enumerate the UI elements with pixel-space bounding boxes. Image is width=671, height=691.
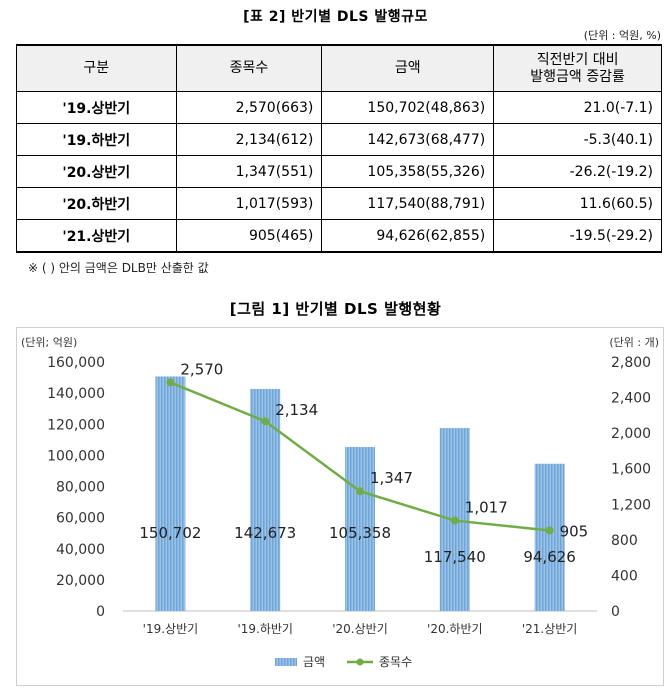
line-data-label: 1,347 (370, 469, 413, 487)
line-point-count (545, 526, 554, 535)
x-tick-label: '20.상반기 (332, 622, 388, 636)
row-period: '19.하반기 (16, 123, 177, 156)
table-row: '20.하반기 1,017(593) 117,540(88,791) 11.6(… (16, 187, 662, 220)
row-amount: 105,358(55,326) (321, 155, 495, 188)
row-count: 1,347(551) (175, 155, 323, 188)
table-row: '19.하반기 2,134(612) 142,673(68,477) -5.3(… (16, 123, 662, 156)
right-tick-label: 800 (611, 533, 638, 549)
left-tick-label: 40,000 (56, 542, 105, 558)
row-period: '20.하반기 (16, 187, 177, 220)
bar-data-label: 94,626 (523, 548, 576, 566)
left-axis-unit: (단위; 억원) (21, 336, 77, 349)
bar-data-label: 150,702 (139, 524, 201, 542)
dls-issuance-table: 구분 종목수 금액 직전반기 대비 발행금액 증감률 '19.상반기 2,570… (16, 44, 662, 253)
header-amount: 금액 (321, 44, 495, 92)
right-tick-label: 400 (611, 568, 638, 584)
left-tick-label: 0 (96, 604, 105, 620)
table-title: [표 2] 반기별 DLS 발행규모 (243, 9, 428, 25)
table-row: '21.상반기 905(465) 94,626(62,855) -19.5(-2… (16, 219, 662, 253)
bar-amount (155, 376, 186, 611)
header-change: 직전반기 대비 발행금액 증감률 (493, 44, 662, 92)
row-period: '20.상반기 (16, 155, 177, 188)
left-tick-label: 60,000 (56, 511, 105, 527)
x-tick-label: '21.상반기 (522, 622, 578, 636)
left-tick-label: 140,000 (47, 386, 105, 402)
table-row: '19.상반기 2,570(663) 150,702(48,863) 21.0(… (16, 91, 662, 124)
row-amount: 117,540(88,791) (321, 187, 495, 220)
legend-marker-count (356, 658, 364, 666)
left-tick-label: 100,000 (47, 448, 105, 464)
line-data-label: 905 (560, 523, 589, 541)
row-count: 2,134(612) (175, 123, 323, 156)
bar-data-label: 117,540 (424, 548, 486, 566)
chart-title: [그림 1] 반기별 DLS 발행현황 (229, 300, 442, 318)
line-point-count (450, 516, 459, 525)
right-tick-label: 2,800 (611, 355, 651, 371)
x-tick-label: '19.상반기 (143, 622, 199, 636)
line-data-label: 1,017 (465, 499, 508, 517)
bar-amount (250, 388, 281, 611)
row-count: 905(465) (175, 219, 323, 253)
right-tick-label: 2,400 (611, 391, 651, 407)
right-tick-label: 0 (611, 604, 620, 620)
row-count: 1,017(593) (175, 187, 323, 220)
line-point-count (356, 487, 364, 496)
left-tick-label: 160,000 (47, 355, 105, 371)
header-change-line2: 발행금액 증감률 (530, 68, 625, 85)
row-amount: 142,673(68,477) (321, 123, 495, 156)
row-period: '19.상반기 (16, 91, 177, 124)
table-unit: (단위 : 억원, %) (583, 29, 661, 42)
table-header-row: 구분 종목수 금액 직전반기 대비 발행금액 증감률 (16, 44, 662, 92)
left-tick-label: 80,000 (56, 480, 105, 496)
row-amount: 150,702(48,863) (321, 91, 495, 124)
x-tick-label: '20.하반기 (427, 622, 483, 636)
left-tick-label: 20,000 (56, 573, 105, 589)
header-count: 종목수 (175, 44, 323, 92)
dls-issuance-chart: (단위; 억원) (단위 : 개) 0 20,000 40,000 60,000 80,00… (21, 336, 659, 669)
bar-data-label: 105,358 (329, 524, 391, 542)
legend-label-amount: 금액 (303, 655, 325, 669)
table-note: ※ ( ) 안의 금액은 DLB만 산출한 값 (28, 261, 209, 275)
row-amount: 94,626(62,855) (321, 219, 495, 253)
row-count: 2,570(663) (175, 91, 323, 124)
chart-frame: (단위; 억원) (단위 : 개) 0 20,000 40,000 60,000 80,00… (16, 327, 664, 686)
bar-amount (345, 447, 375, 611)
bar-amount (534, 463, 565, 611)
header-category: 구분 (16, 44, 177, 92)
row-change: 11.6(60.5) (493, 187, 662, 220)
line-data-label: 2,570 (180, 360, 223, 378)
right-tick-label: 1,200 (611, 497, 651, 513)
row-period: '21.상반기 (16, 219, 177, 253)
line-data-label: 2,134 (275, 401, 318, 419)
x-tick-label: '19.하반기 (237, 622, 293, 636)
row-change: -5.3(40.1) (493, 123, 662, 156)
legend-swatch-amount (275, 658, 297, 666)
table-row: '20.상반기 1,347(551) 105,358(55,326) -26.2… (16, 155, 662, 188)
row-change: -19.5(-29.2) (493, 219, 662, 253)
right-tick-label: 2,000 (611, 426, 651, 442)
legend-label-count: 종목수 (379, 655, 412, 669)
right-axis-unit: (단위 : 개) (609, 336, 659, 349)
line-point-count (166, 378, 175, 387)
row-change: 21.0(-7.1) (493, 91, 662, 124)
bar-data-label: 142,673 (234, 524, 296, 542)
right-tick-label: 1,600 (611, 462, 651, 478)
line-point-count (261, 417, 270, 426)
header-change-line1: 직전반기 대비 (536, 51, 619, 68)
row-change: -26.2(-19.2) (493, 155, 662, 188)
left-tick-label: 120,000 (47, 417, 105, 433)
